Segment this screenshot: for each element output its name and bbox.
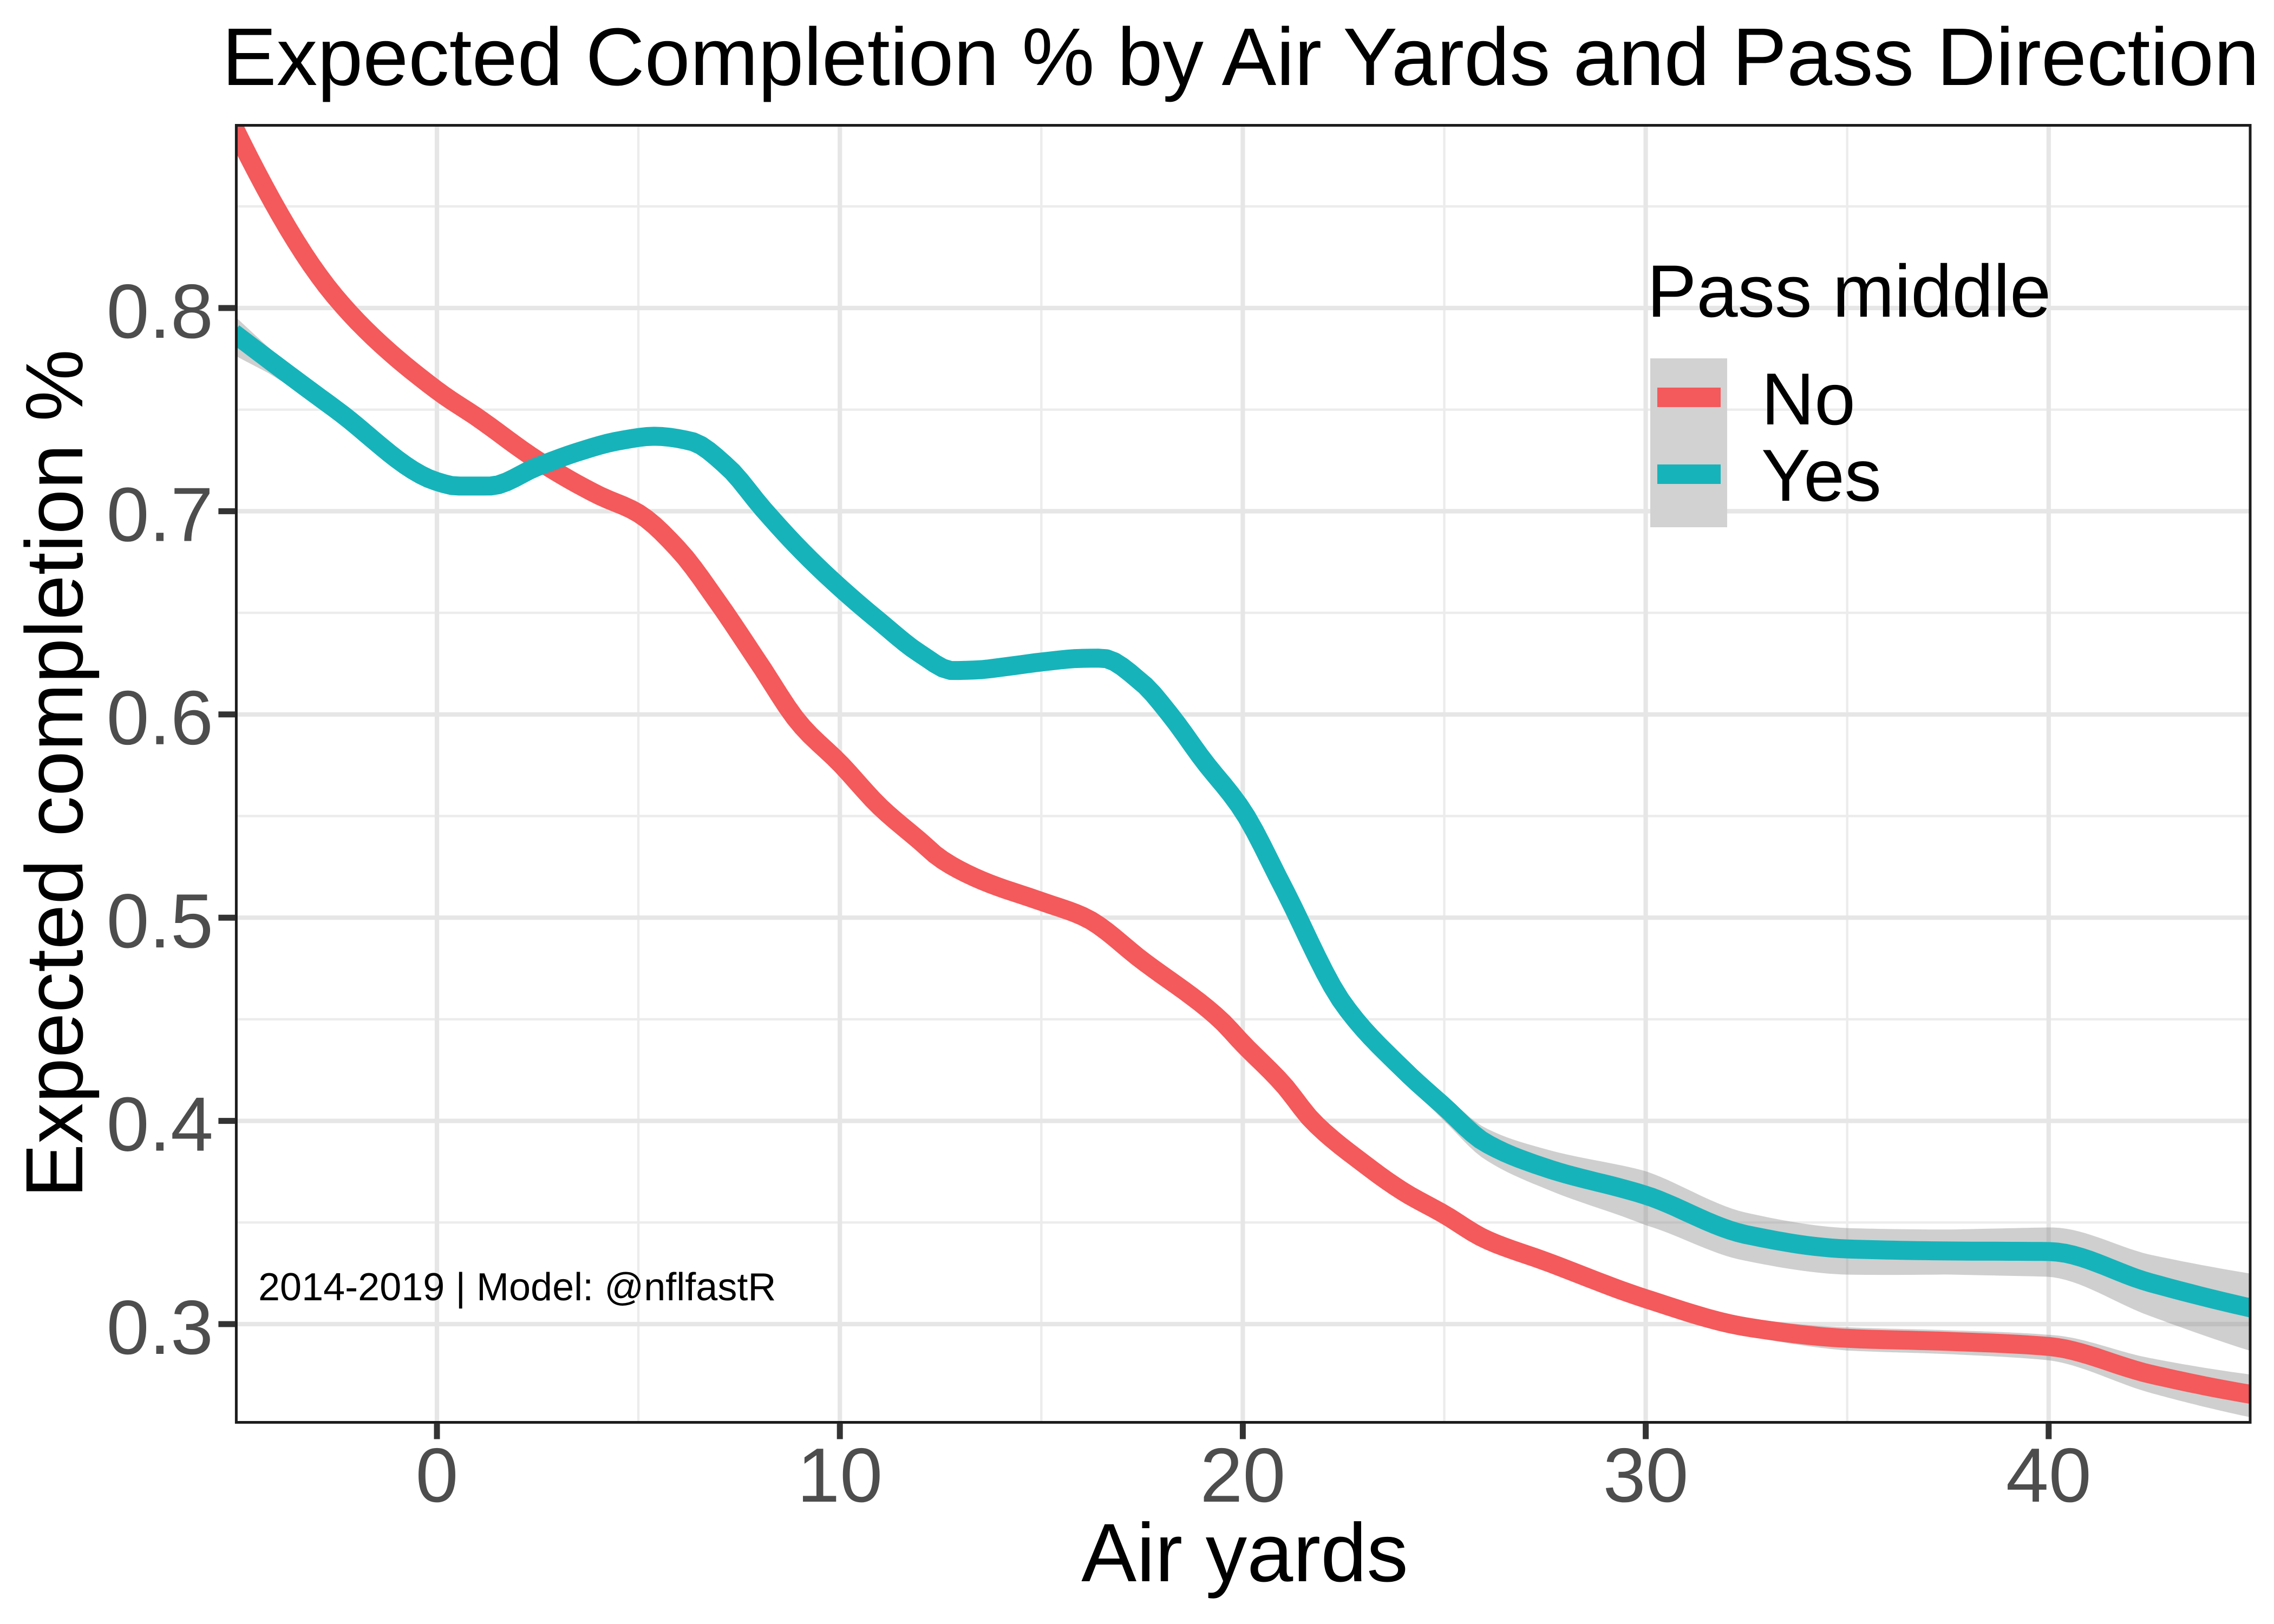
svg-text:0.4: 0.4: [107, 1082, 213, 1168]
svg-text:2014-2019 | Model: @nflfastR: 2014-2019 | Model: @nflfastR: [258, 1266, 776, 1309]
svg-text:Yes: Yes: [1761, 434, 1881, 516]
svg-text:No: No: [1761, 358, 1855, 440]
svg-text:Expected completion %: Expected completion %: [9, 349, 100, 1198]
svg-text:20: 20: [1200, 1432, 1285, 1518]
svg-text:Expected Completion % by Air Y: Expected Completion % by Air Yards and P…: [222, 11, 2259, 102]
svg-text:40: 40: [2006, 1432, 2092, 1518]
svg-text:0: 0: [416, 1432, 459, 1518]
svg-text:Air yards: Air yards: [1081, 1507, 1408, 1599]
svg-text:0.3: 0.3: [107, 1285, 213, 1371]
svg-text:30: 30: [1603, 1432, 1689, 1518]
svg-text:10: 10: [797, 1432, 883, 1518]
svg-text:0.6: 0.6: [107, 675, 213, 761]
svg-text:0.5: 0.5: [107, 878, 213, 964]
svg-text:Pass middle: Pass middle: [1647, 250, 2051, 333]
svg-text:0.7: 0.7: [107, 472, 213, 558]
svg-text:0.8: 0.8: [107, 269, 213, 355]
